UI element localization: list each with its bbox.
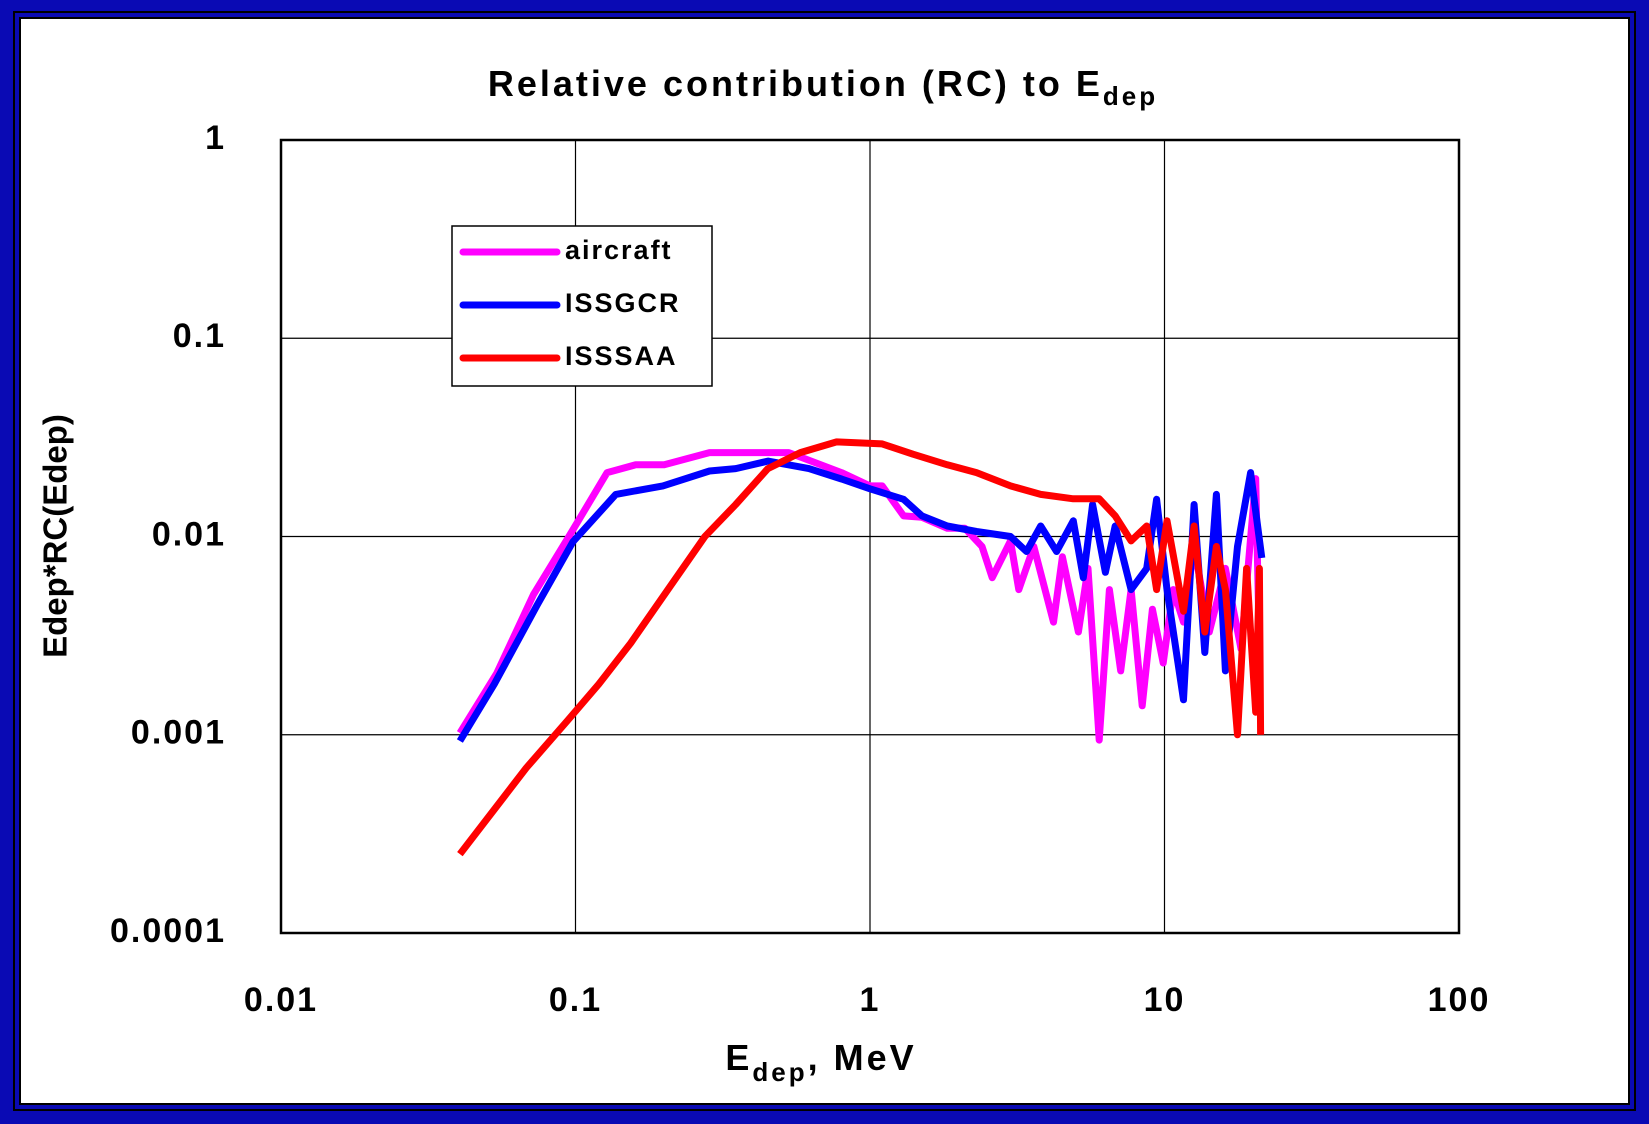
y-tick-label: 0.0001 xyxy=(110,912,226,950)
legend-label: aircraft xyxy=(565,235,673,265)
series-line xyxy=(456,449,1263,744)
series-line xyxy=(457,438,1265,857)
legend-label: ISSSAA xyxy=(565,341,678,371)
frame-line xyxy=(13,11,1636,1111)
xlabel-subscript: dep xyxy=(752,1057,807,1087)
x-tick-label: 1 xyxy=(860,981,881,1019)
y-tick-label: 0.001 xyxy=(131,714,226,752)
y-tick-label: 1 xyxy=(205,119,226,157)
title-main: Relative contribution (RC) to E xyxy=(488,63,1103,104)
y-tick-label: 0.1 xyxy=(173,317,226,355)
x-tick-label: 0.01 xyxy=(244,981,318,1019)
chart-panel xyxy=(19,17,1630,1105)
xlabel-main: E xyxy=(725,1037,752,1078)
legend-label: ISSGCR xyxy=(565,288,681,318)
x-axis-label: Edep, MeV xyxy=(725,1037,916,1087)
y-tick-label: 0.01 xyxy=(152,515,226,553)
series-line xyxy=(456,457,1266,743)
xlabel-suffix: , MeV xyxy=(808,1037,917,1078)
x-tick-label: 100 xyxy=(1428,981,1491,1019)
y-axis-label: Edep*RC(Edep) xyxy=(37,414,74,658)
x-tick-label: 10 xyxy=(1144,981,1186,1019)
title-subscript: dep xyxy=(1103,81,1158,111)
x-tick-label: 0.1 xyxy=(549,981,602,1019)
chart-title: Relative contribution (RC) to Edep xyxy=(488,63,1158,111)
plot-area xyxy=(279,138,1461,935)
